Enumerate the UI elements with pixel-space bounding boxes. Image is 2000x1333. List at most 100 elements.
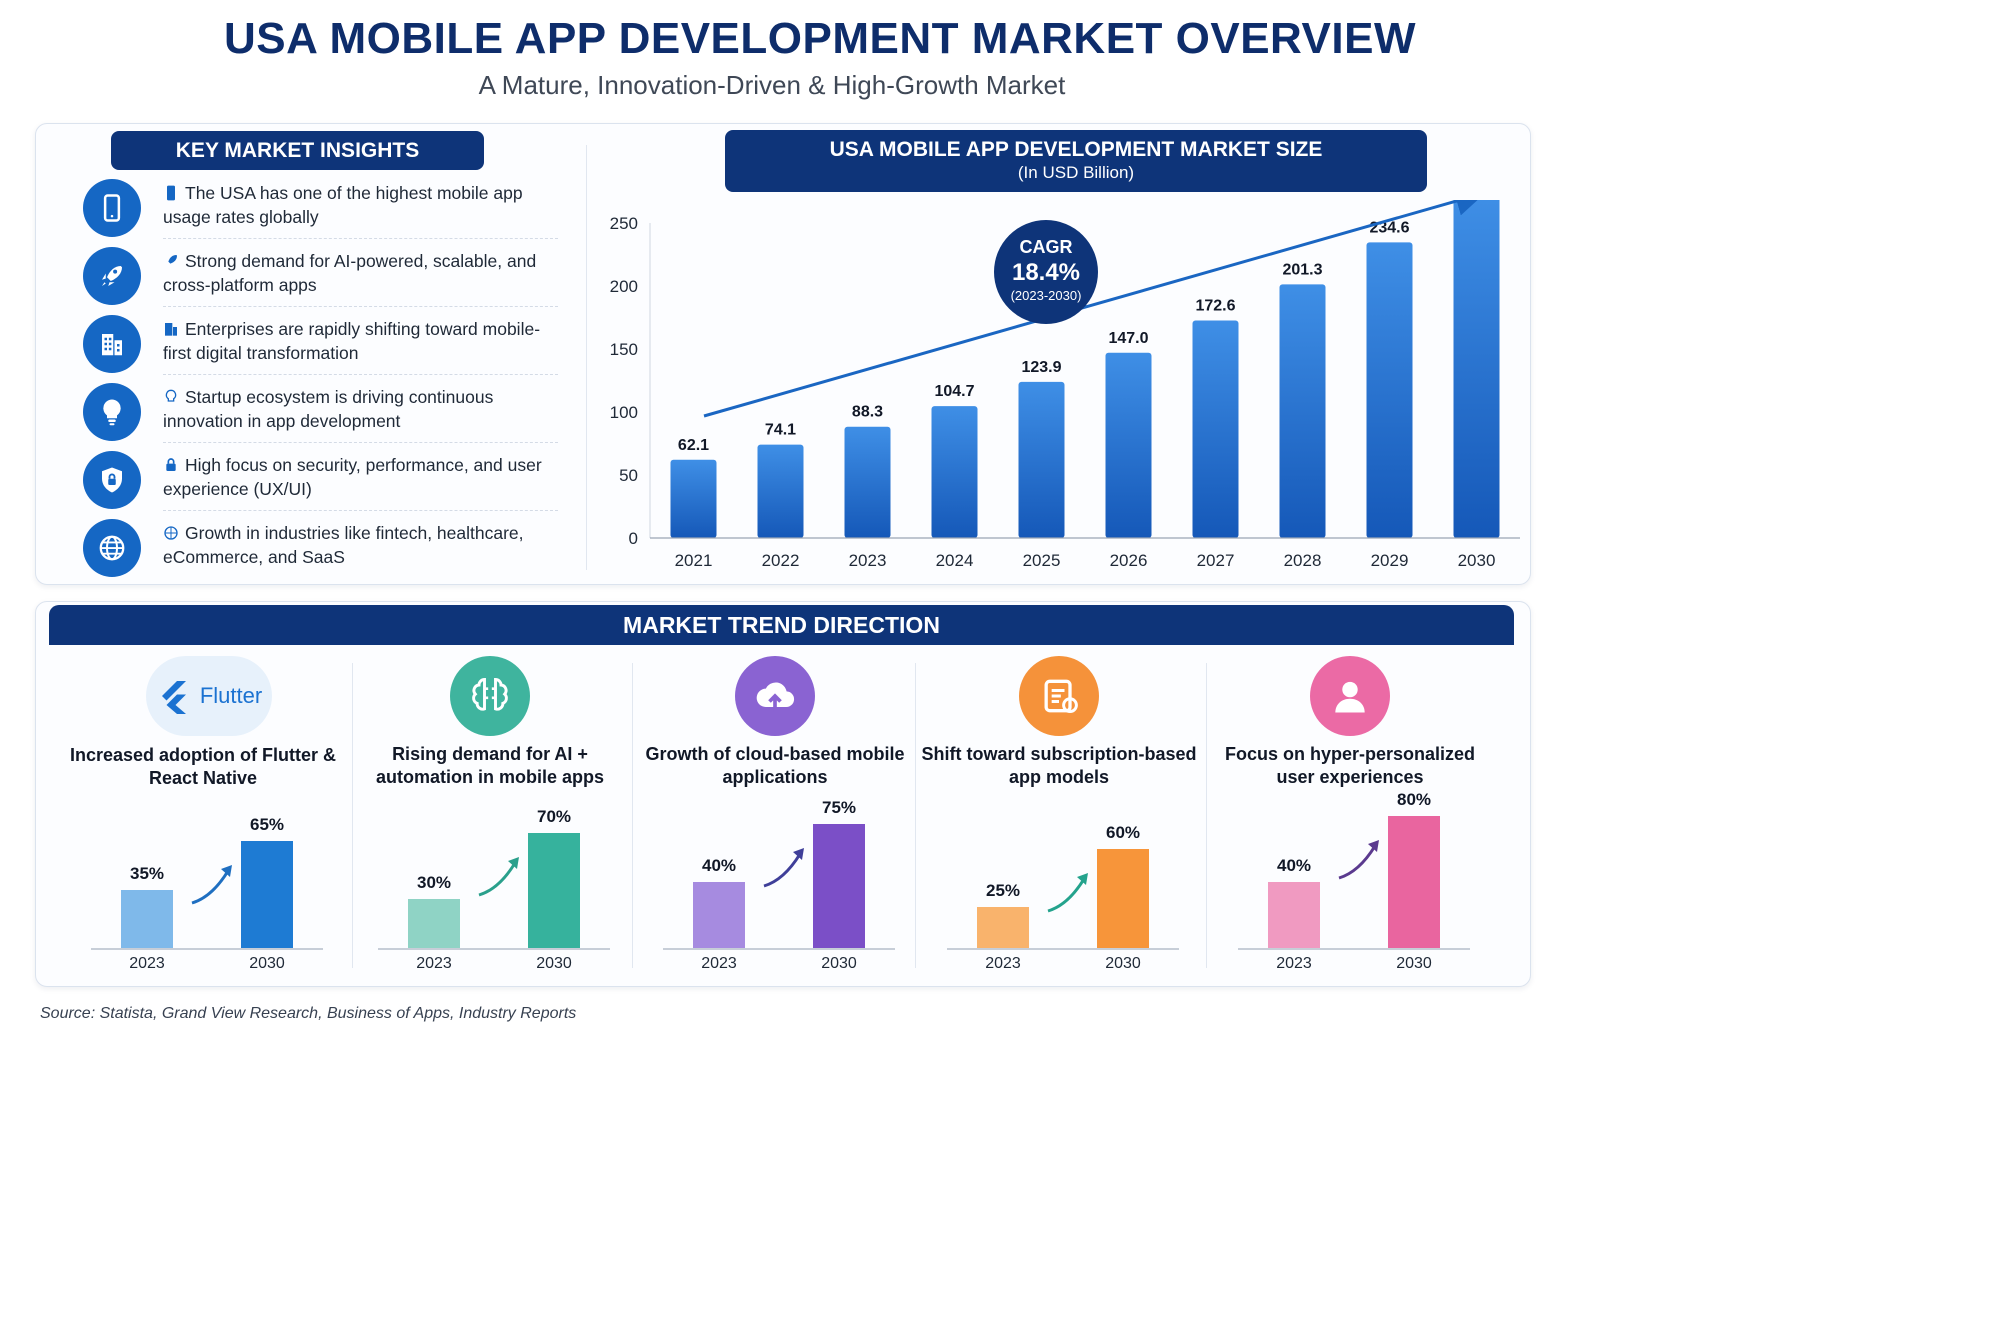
trend-year-2023: 2023 <box>985 955 1021 972</box>
insight-separator <box>163 510 558 511</box>
chart-heading: USA MOBILE APP DEVELOPMENT MARKET SIZE <box>829 138 1323 161</box>
trend-title: Increased adoption of Flutter & React Na… <box>69 745 337 788</box>
x-tick-label: 2029 <box>1371 551 1409 570</box>
y-tick-label: 50 <box>619 466 638 485</box>
bar <box>1105 352 1152 538</box>
y-tick-label: 150 <box>610 340 638 359</box>
insight-separator <box>163 238 558 239</box>
trend-card: Rising demand for AI + automation in mob… <box>345 650 635 980</box>
x-tick-label: 2021 <box>675 551 713 570</box>
cloud-upload-icon <box>735 656 815 736</box>
trend-bar-2023 <box>121 890 173 948</box>
trend-card: Focus on hyper-personalized user experie… <box>1205 650 1495 980</box>
trend-title: Shift toward subscription-based app mode… <box>921 744 1197 787</box>
bar <box>757 444 804 538</box>
trend-bar-2023 <box>1268 882 1320 948</box>
trend-arrow-icon <box>763 848 804 888</box>
bar-value-label: 74.1 <box>765 422 796 439</box>
shield-lock-icon <box>83 451 141 509</box>
building-icon <box>83 315 141 373</box>
trend-value-2023: 40% <box>1276 856 1312 875</box>
insight-text: Enterprises are rapidly shifting toward … <box>163 319 541 363</box>
brain-icon <box>450 656 530 736</box>
trend-year-2023: 2023 <box>416 955 452 972</box>
trend-baseline <box>91 948 323 950</box>
trend-year-2030: 2030 <box>1396 955 1432 972</box>
trend-card: Growth of cloud-based mobile application… <box>630 650 920 980</box>
y-tick-label: 200 <box>610 277 638 296</box>
trend-value-2030: 60% <box>1105 823 1141 842</box>
trend-title: Growth of cloud-based mobile application… <box>645 744 905 787</box>
panel-divider <box>586 145 587 570</box>
trend-arrow-icon <box>191 864 232 905</box>
market-size-chart: 0 50 100 150 200 250 62.1 2021 74.1 2022 88.3 2023 1… <box>610 200 1520 570</box>
trend-value-2030: 70% <box>536 806 572 826</box>
y-tick-label: 250 <box>610 214 638 233</box>
insight-separator <box>163 374 558 375</box>
lightbulb-mini-icon <box>163 387 179 403</box>
trend-value-2030: 65% <box>249 814 285 834</box>
user-icon <box>1310 656 1390 736</box>
insight-separator <box>163 442 558 443</box>
flutter-logo-icon: Flutter <box>146 656 272 736</box>
trend-value-2023: 35% <box>129 864 165 884</box>
cagr-badge: CAGR 18.4% (2023-2030) <box>994 220 1098 324</box>
trend-baseline <box>1238 948 1470 950</box>
trend-bar-2030 <box>241 840 293 948</box>
bar <box>670 459 717 538</box>
insight-text: Growth in industries like fintech, healt… <box>163 523 524 567</box>
trend-arrow-icon <box>1047 873 1088 913</box>
trend-bar-2023 <box>408 898 460 948</box>
trend-title: Focus on hyper-personalized user experie… <box>1224 744 1476 787</box>
insight-text: The USA has one of the highest mobile ap… <box>163 183 523 227</box>
x-tick-label: 2026 <box>1110 551 1148 570</box>
trend-bar-2030 <box>1097 849 1149 948</box>
flutter-logo-text: Flutter <box>199 683 263 708</box>
x-tick-label: 2030 <box>1458 551 1496 570</box>
source-note: Source: Statista, Grand View Research, B… <box>40 1005 577 1022</box>
trend-year-2030: 2030 <box>249 955 285 972</box>
insight-item: High focus on security, performance, and… <box>83 451 558 519</box>
trend-arrow-icon <box>1338 840 1379 880</box>
trend-value-2023: 30% <box>416 872 452 892</box>
insight-item: Startup ecosystem is driving continuous … <box>83 383 558 451</box>
trend-title: Rising demand for AI + automation in mob… <box>375 744 604 787</box>
growth-trend-arrow <box>703 200 1486 418</box>
rocket-icon <box>83 247 141 305</box>
insight-item: The USA has one of the highest mobile ap… <box>83 179 558 247</box>
trend-value-2023: 40% <box>701 856 737 875</box>
insight-item: Strong demand for AI-powered, scalable, … <box>83 247 558 315</box>
page-subtitle: A Mature, Innovation-Driven & High-Growt… <box>478 70 1066 100</box>
trend-divider <box>352 663 353 968</box>
insights-heading: KEY MARKET INSIGHTS <box>111 131 484 170</box>
chart-heading-banner: USA MOBILE APP DEVELOPMENT MARKET SIZE (… <box>725 130 1427 192</box>
bar-value-label: 234.6 <box>1369 219 1409 236</box>
trend-bar-2023 <box>693 882 745 948</box>
trend-bar-2023 <box>977 906 1029 948</box>
bar <box>1018 381 1065 538</box>
trend-year-2023: 2023 <box>129 955 165 972</box>
trend-bar-2030 <box>528 832 580 948</box>
trend-divider <box>915 663 916 968</box>
insight-separator <box>163 306 558 307</box>
x-tick-label: 2023 <box>849 551 887 570</box>
bar-value-label: 201.3 <box>1282 261 1322 278</box>
trend-year-2030: 2030 <box>821 955 857 972</box>
trend-bar-2030 <box>1388 816 1440 948</box>
x-tick-label: 2028 <box>1284 551 1322 570</box>
trend-year-2023: 2023 <box>701 955 737 972</box>
bar-value-label: 62.1 <box>678 437 709 454</box>
x-tick-label: 2027 <box>1197 551 1235 570</box>
bar <box>931 406 978 538</box>
insight-item: Growth in industries like fintech, healt… <box>83 519 558 587</box>
trend-year-2023: 2023 <box>1276 955 1312 972</box>
smartphone-mini-icon <box>163 183 179 201</box>
lock-mini-icon <box>163 455 179 471</box>
insight-text: Startup ecosystem is driving continuous … <box>163 387 494 431</box>
cagr-value: 18.4% <box>1012 259 1080 286</box>
bar <box>844 426 891 538</box>
trend-divider <box>1206 663 1207 968</box>
trend-arrow-icon <box>478 856 519 896</box>
x-tick-label: 2025 <box>1023 551 1061 570</box>
bar <box>1453 200 1500 538</box>
